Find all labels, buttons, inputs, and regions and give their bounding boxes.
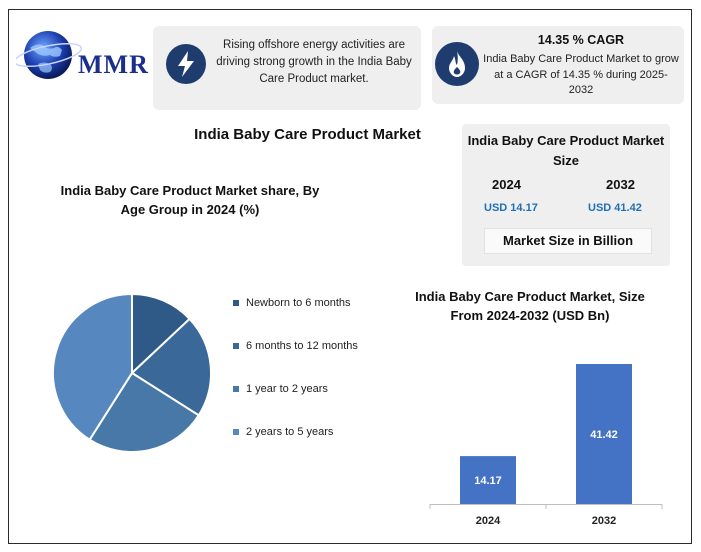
legend-swatch [233, 385, 239, 392]
legend-swatch [233, 428, 239, 435]
legend-swatch [233, 299, 239, 306]
legend-label: 2 years to 5 years [246, 425, 334, 438]
main-title: India Baby Care Product Market [194, 126, 421, 143]
pie-chart-title: India Baby Care Product Market share, By… [60, 183, 320, 217]
size-year-2024: 2024 [492, 177, 521, 192]
bar-category-label: 2032 [592, 515, 616, 527]
bar-2024 [460, 456, 516, 504]
size-value-2032: USD 41.42 [588, 202, 642, 214]
logo-text: MMR [78, 50, 149, 79]
size-year-2032: 2032 [606, 177, 635, 192]
pie-slice-0 [131, 292, 192, 376]
pie-legend: Newborn to 6 months 6 months to 12 months… [233, 290, 358, 462]
bar-category-label: 2024 [476, 515, 501, 527]
highlight-text: Rising offshore energy activities are dr… [216, 39, 412, 85]
market-size-title: India Baby Care Product Market Size [467, 133, 665, 168]
legend-label: Newborn to 6 months [246, 296, 351, 309]
cagr-text: India Baby Care Product Market to grow a… [483, 53, 679, 96]
size-value-2024: USD 14.17 [484, 202, 538, 214]
legend-label: 1 year to 2 years [246, 382, 328, 395]
pie-legend-item: 6 months to 12 months [233, 333, 358, 376]
legend-swatch [233, 342, 239, 349]
pie-slice-1 [130, 317, 212, 417]
market-size-box: India Baby Care Product Market Size 2024… [462, 124, 670, 266]
bar-data-label: 41.42 [590, 429, 618, 441]
flame-icon [435, 42, 479, 86]
bar-2032 [576, 364, 632, 504]
highlight-card: Rising offshore energy activities are dr… [153, 26, 421, 110]
legend-label: 6 months to 12 months [246, 339, 358, 352]
pie-legend-item: 2 years to 5 years [233, 419, 358, 462]
bar-data-label: 14.17 [474, 475, 502, 487]
pie-legend-item: 1 year to 2 years [233, 376, 358, 419]
bar-chart-title: India Baby Care Product Market, Size Fro… [415, 289, 645, 323]
globe-icon [16, 31, 83, 79]
pie-slice-3 [52, 292, 133, 442]
cagr-card: 14.35 % CAGR India Baby Care Product Mar… [432, 26, 684, 104]
mmr-logo [16, 28, 146, 82]
pie-slice-2 [88, 371, 201, 453]
lightning-icon [166, 44, 206, 84]
pie-legend-item: Newborn to 6 months [233, 290, 358, 333]
cagr-title: 14.35 % CAGR [537, 33, 625, 47]
size-unit-label: Market Size in Billion [484, 228, 652, 254]
